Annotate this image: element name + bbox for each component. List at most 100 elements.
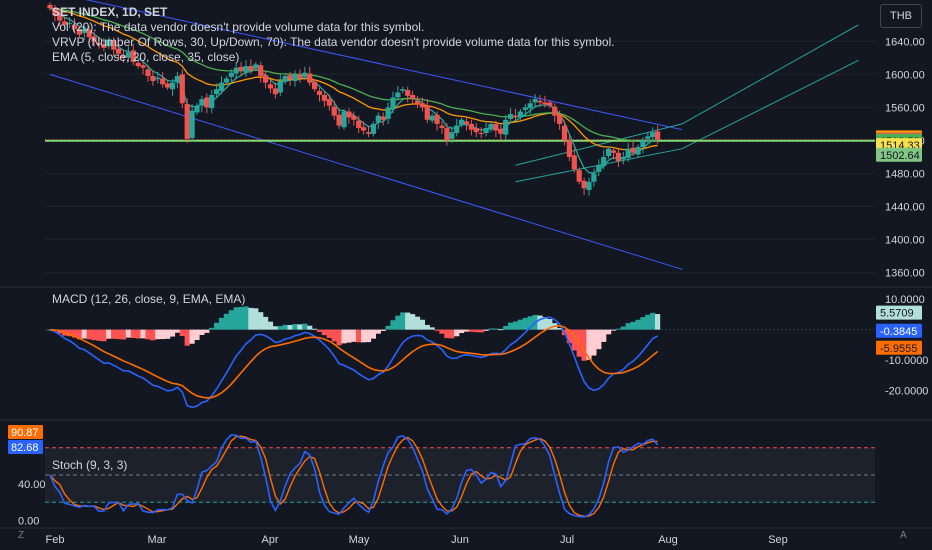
macd-axis-marker xyxy=(876,340,922,355)
macd-histogram-bar xyxy=(615,328,621,330)
macd-histogram-bar xyxy=(346,329,352,343)
candle-body xyxy=(96,42,102,45)
macd-histogram-bar xyxy=(199,329,205,335)
macd-histogram-bar xyxy=(307,325,313,330)
candle-body xyxy=(557,114,563,124)
macd-histogram-bar xyxy=(542,317,548,330)
candle-body xyxy=(473,128,479,133)
candle-body xyxy=(160,78,166,85)
macd-histogram-bar xyxy=(473,329,479,333)
candle-body xyxy=(135,62,141,67)
candle-body xyxy=(194,105,200,113)
candle-body xyxy=(439,125,445,129)
macd-histogram-bar xyxy=(101,329,107,342)
candle-body xyxy=(223,78,229,83)
macd-histogram-bar xyxy=(468,329,474,332)
candle-body xyxy=(635,147,641,155)
candle-body xyxy=(52,8,58,15)
candle-body xyxy=(459,119,465,125)
candle-body xyxy=(292,74,298,81)
price-axis-label: 1400.00 xyxy=(885,235,925,247)
stoch-axis-label: 40.00 xyxy=(18,479,46,491)
macd-histogram-bar xyxy=(76,329,82,340)
macd-histogram-bar xyxy=(454,329,460,337)
candle-body xyxy=(512,115,519,118)
candle-body xyxy=(571,155,577,170)
macd-histogram-bar xyxy=(405,312,411,330)
macd-histogram-bar xyxy=(189,329,195,344)
macd-histogram-bar xyxy=(380,329,386,331)
macd-histogram-bar xyxy=(650,312,656,330)
macd-histogram-bar xyxy=(86,329,92,340)
macd-histogram-bar xyxy=(258,312,264,330)
candle-body xyxy=(606,148,612,157)
macd-histogram-bar xyxy=(116,329,122,340)
price-axis-marker-bg xyxy=(876,147,922,162)
candle-body xyxy=(655,131,661,140)
candle-body xyxy=(610,150,617,153)
macd-histogram-bar xyxy=(547,318,553,330)
time-axis-label: Jul xyxy=(560,534,574,546)
candle-body xyxy=(140,65,146,68)
candle-body xyxy=(414,100,421,104)
candle-body xyxy=(47,4,53,9)
candle-body xyxy=(346,111,352,118)
macd-histogram-bar xyxy=(135,329,141,339)
macd-histogram-bar xyxy=(297,324,303,330)
macd-axis-label: -10.0000 xyxy=(885,355,928,367)
macd-axis-label: 10.0000 xyxy=(885,294,925,306)
candle-body xyxy=(165,83,171,88)
candle-body xyxy=(463,121,470,124)
macd-histogram-bar xyxy=(537,315,543,330)
macd-histogram-bar xyxy=(316,329,323,332)
candle-body xyxy=(356,120,362,129)
candle-body xyxy=(189,110,195,138)
candle-body xyxy=(67,23,73,25)
candle-body xyxy=(483,128,489,133)
macd-histogram-bar xyxy=(120,329,127,340)
candle-body xyxy=(493,123,499,131)
stoch-axis-marker-label: 90.87 xyxy=(11,427,39,439)
macd-histogram-bar xyxy=(179,329,185,337)
candle-body xyxy=(253,64,259,69)
candle-body xyxy=(106,39,112,47)
candle-body xyxy=(307,73,313,83)
macd-histogram-bar xyxy=(336,329,342,346)
timezone-icon[interactable]: Z xyxy=(18,530,25,541)
candle-body xyxy=(155,77,161,80)
candle-body xyxy=(395,92,401,98)
stoch-axis-label: 0.00 xyxy=(18,515,39,527)
macd-histogram-bar xyxy=(414,316,421,330)
price-axis-label: 1600.00 xyxy=(885,69,925,81)
candle-body xyxy=(630,147,636,153)
candle-body xyxy=(321,95,327,101)
auto-scale-icon[interactable]: A xyxy=(900,530,907,541)
currency-button[interactable]: THB xyxy=(880,4,922,28)
macd-histogram-bar xyxy=(106,329,112,339)
candle-body xyxy=(86,29,92,38)
macd-histogram-bar xyxy=(655,314,661,330)
candle-body xyxy=(365,132,372,134)
candle-body xyxy=(214,89,220,95)
macd-histogram-bar xyxy=(356,329,362,343)
macd-histogram-bar xyxy=(625,323,631,330)
candle-body xyxy=(620,156,626,160)
candle-body xyxy=(454,125,460,133)
macd-histogram-bar xyxy=(312,328,318,330)
macd-histogram-bar xyxy=(165,329,171,339)
macd-axis-marker xyxy=(876,305,922,320)
stoch-legend: Stoch (9, 3, 3) xyxy=(52,458,128,472)
macd-histogram-bar xyxy=(571,329,577,351)
candle-body xyxy=(527,103,533,109)
candle-body xyxy=(429,115,435,121)
macd-histogram-bar xyxy=(527,316,533,330)
candle-body xyxy=(547,102,553,106)
macd-histogram-bar xyxy=(498,329,504,331)
chart-title: SET INDEX, 1D, SET xyxy=(52,5,168,19)
macd-axis-marker-label: 5.5709 xyxy=(880,308,914,320)
macd-histogram-bar xyxy=(508,322,514,330)
macd-histogram-bar xyxy=(169,329,176,337)
macd-histogram-bar xyxy=(517,319,523,330)
candle-body xyxy=(370,123,376,134)
